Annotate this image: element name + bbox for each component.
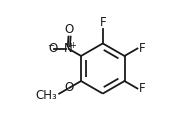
Text: CH₃: CH₃	[35, 89, 57, 102]
Text: O: O	[49, 42, 58, 55]
Text: O: O	[65, 81, 74, 94]
Text: +: +	[69, 41, 75, 50]
Text: F: F	[138, 42, 145, 55]
Text: O: O	[65, 23, 74, 35]
Text: −: −	[48, 41, 55, 50]
Text: F: F	[99, 16, 106, 29]
Text: F: F	[138, 82, 145, 95]
Text: N: N	[64, 42, 73, 55]
